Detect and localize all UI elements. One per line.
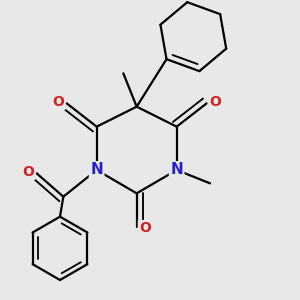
Text: N: N [170, 163, 183, 178]
Text: O: O [209, 95, 221, 109]
Text: O: O [22, 165, 34, 179]
Text: O: O [139, 221, 151, 235]
Text: O: O [52, 95, 64, 109]
Text: N: N [90, 163, 103, 178]
